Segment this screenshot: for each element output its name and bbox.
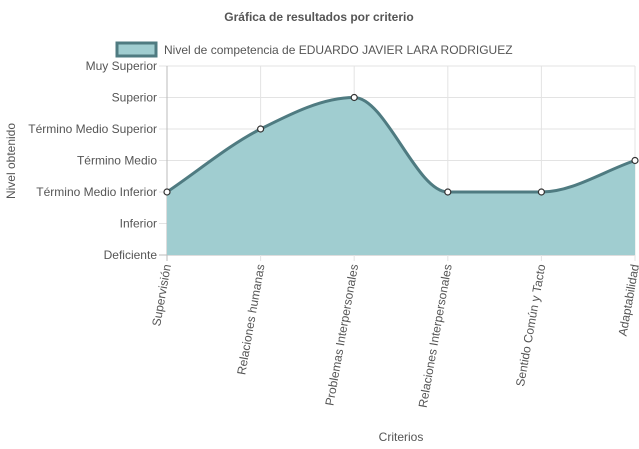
x-tick-label: Problemas Interpersonales [322,263,361,407]
y-tick-label: Término Medio [77,154,157,168]
legend-swatch [115,41,158,58]
x-tick-label: Relaciones Interpersonales [416,263,455,409]
y-tick-label: Superior [112,91,157,105]
x-tick-label: Sentido Común y Tacto [513,263,548,388]
data-point[interactable] [444,188,452,196]
y-tick-label: Término Medio Inferior [36,185,157,199]
y-axis-label: Nivel obtenido [4,123,18,199]
chart-title: Gráfica de resultados por criterio [224,10,413,24]
x-tick-label: Adaptabilidad [616,263,639,337]
data-point[interactable] [163,188,171,196]
series-area [167,97,635,255]
data-point[interactable] [257,125,265,133]
data-points [163,93,639,196]
plot-area [166,95,636,255]
series-line [166,95,636,194]
x-tick-label: Relaciones humanas [234,263,267,376]
x-tick-label: Supervisión [149,263,174,327]
y-tick-label: Deficiente [104,248,158,262]
y-tick-label: Término Medio Superior [28,122,157,136]
y-tick-label: Inferior [120,217,157,231]
y-tick-label: Muy Superior [86,59,157,73]
data-point[interactable] [537,188,546,196]
x-axis-ticks: Supervisión Relaciones humanas Problemas I… [149,263,639,409]
data-point[interactable] [350,93,358,102]
x-axis-label: Criterios [379,430,424,444]
data-point[interactable] [631,156,639,165]
legend[interactable]: Nivel de competencia de EDUARDO JAVIER L… [115,41,513,58]
y-axis-ticks: Deficiente Inferior Término Medio Inferior… [28,59,157,262]
legend-label: Nivel de competencia de EDUARDO JAVIER L… [164,43,513,57]
